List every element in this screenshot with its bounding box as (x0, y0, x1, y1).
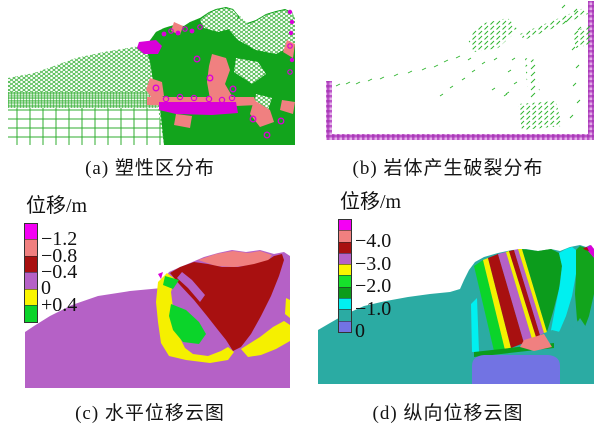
legend-label: −1.0 (355, 297, 392, 320)
caption-panel-d: (d) 纵向位移云图 (372, 403, 524, 424)
legend-swatch (339, 241, 351, 253)
panel-b-fracture-plot (326, 1, 594, 140)
legend-swatch (25, 288, 37, 306)
legend-label: 0 (355, 320, 365, 342)
caption-panel-b: (b) 岩体产生破裂分布 (352, 158, 544, 179)
legend-swatch (339, 264, 351, 276)
legend-label: 0 (41, 277, 51, 300)
caption-panel-a: (a) 塑性区分布 (85, 158, 215, 179)
legend-label: +0.4 (41, 293, 78, 316)
legend-label: −0.8 (41, 244, 78, 267)
legend-swatch (339, 230, 351, 242)
legend-label: −2.0 (355, 275, 392, 298)
fracture-marks (335, 4, 582, 119)
legend-d-title: 位移/m (340, 191, 402, 213)
legend-horizontal-displacement: 位移/m −1.2 −0.8 −0.4 0 +0.4 (24, 189, 87, 323)
legend-swatch (25, 305, 37, 322)
fracture-clusters (468, 8, 592, 130)
legend-swatch (25, 224, 37, 240)
legend-label: −3.0 (355, 252, 392, 275)
legend-c-title: 位移/m (26, 195, 88, 217)
panel-d-vertical-displacement-plot (318, 245, 594, 384)
legend-swatch (339, 252, 351, 265)
legend-swatch (339, 309, 351, 321)
panel-c-horizontal-displacement-plot (25, 250, 290, 388)
legend-d-colorbar: −4.0 −3.0 −2.0 −1.0 0 (338, 219, 401, 341)
contour-c (25, 250, 290, 388)
contour-d (318, 245, 594, 384)
legend-swatch (339, 298, 351, 310)
legend-label: −4.0 (355, 230, 392, 253)
legend-swatch (25, 239, 37, 256)
legend-swatch (25, 272, 37, 289)
legend-swatch (339, 220, 351, 231)
legend-c-colorbar: −1.2 −0.8 −0.4 0 +0.4 (24, 223, 87, 323)
colorbar (338, 219, 352, 333)
colorbar (24, 223, 38, 323)
panel-a-plastic-zone-plot (8, 7, 295, 145)
legend-swatch (339, 275, 351, 287)
legend-swatch (339, 286, 351, 299)
legend-label: −0.4 (41, 260, 78, 283)
legend-swatch (25, 255, 37, 273)
legend-label: −1.2 (41, 228, 78, 251)
legend-swatch (339, 320, 351, 332)
yield-magenta-marks (137, 9, 295, 139)
caption-panel-c: (c) 水平位移云图 (75, 403, 225, 424)
legend-vertical-displacement: 位移/m −4.0 −3.0 −2.0 −1.0 0 (338, 185, 402, 341)
model-boundary (326, 1, 594, 140)
